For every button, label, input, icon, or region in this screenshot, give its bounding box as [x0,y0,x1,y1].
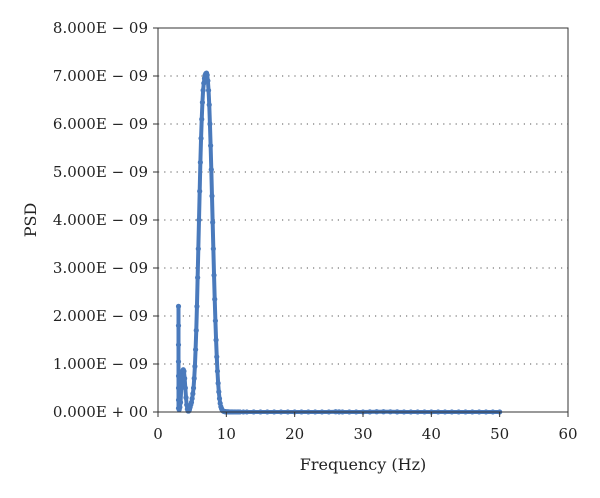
data-point [196,217,202,223]
data-point [209,193,215,199]
y-tick-label: 3.000E − 09 [53,259,148,277]
data-point [198,135,204,141]
data-point [192,347,199,353]
x-tick-label: 50 [490,425,509,443]
data-point [214,368,221,374]
data-point [183,395,189,401]
data-point [193,327,199,333]
y-tick-label: 8.000E − 09 [53,19,148,37]
x-tick-label: 30 [353,425,372,443]
data-point [182,385,188,391]
data-point [181,368,187,374]
y-axis-ticks: 0.000E + 00 1.000E − 09 2.000E − 09 3.000E … [53,19,158,421]
data-point [195,275,201,281]
data-point [190,391,196,397]
y-tick-label: 6.000E − 09 [53,115,148,133]
data-point [215,380,221,386]
data-point [204,72,210,78]
data-point [211,272,217,278]
data-point [210,219,216,225]
data-point [216,389,222,395]
y-tick-label: 1.000E − 09 [53,355,148,373]
data-point [195,246,201,252]
y-axis-title: PSD [21,203,40,238]
data-point [205,78,211,84]
data-point [188,399,195,405]
data-point [177,404,183,410]
data-point [200,87,206,93]
data-point [194,303,200,309]
grid-lines [158,75,568,365]
y-tick-label: 5.000E − 09 [53,163,148,181]
x-tick-label: 0 [153,425,163,443]
y-tick-label: 7.000E − 09 [53,67,148,85]
data-point [191,375,197,381]
y-tick-label: 2.000E − 09 [53,307,148,325]
data-point [182,375,188,381]
x-axis-ticks: 0 10 20 30 40 50 60 [153,412,578,443]
x-tick-label: 40 [422,425,441,443]
x-axis-title: Frequency (Hz) [300,455,427,474]
data-point [175,303,182,309]
data-point [214,354,220,360]
x-tick-label: 20 [285,425,304,443]
data-point [206,102,212,108]
data-point [177,399,184,405]
data-point [175,359,182,365]
data-point [175,323,182,329]
x-tick-label: 10 [217,425,236,443]
data-point [197,159,203,165]
data-point [212,296,218,302]
data-point [216,395,223,402]
data-point [190,385,197,391]
data-point [213,337,219,343]
y-tick-label: 4.000E − 09 [53,211,148,229]
data-point [201,80,207,86]
data-point [192,363,198,369]
data-point [199,99,206,105]
data-point [212,318,218,324]
data-point [207,121,213,127]
data-point [208,167,214,173]
data-point [199,116,205,122]
psd-series [175,70,503,415]
x-tick-label: 60 [558,425,577,443]
data-point [197,188,203,194]
data-point [208,143,214,149]
data-point [175,342,182,348]
data-point [178,385,184,391]
data-point [189,395,195,402]
y-tick-label: 0.000E + 00 [53,403,148,421]
data-point [210,246,216,252]
data-point [205,87,212,93]
